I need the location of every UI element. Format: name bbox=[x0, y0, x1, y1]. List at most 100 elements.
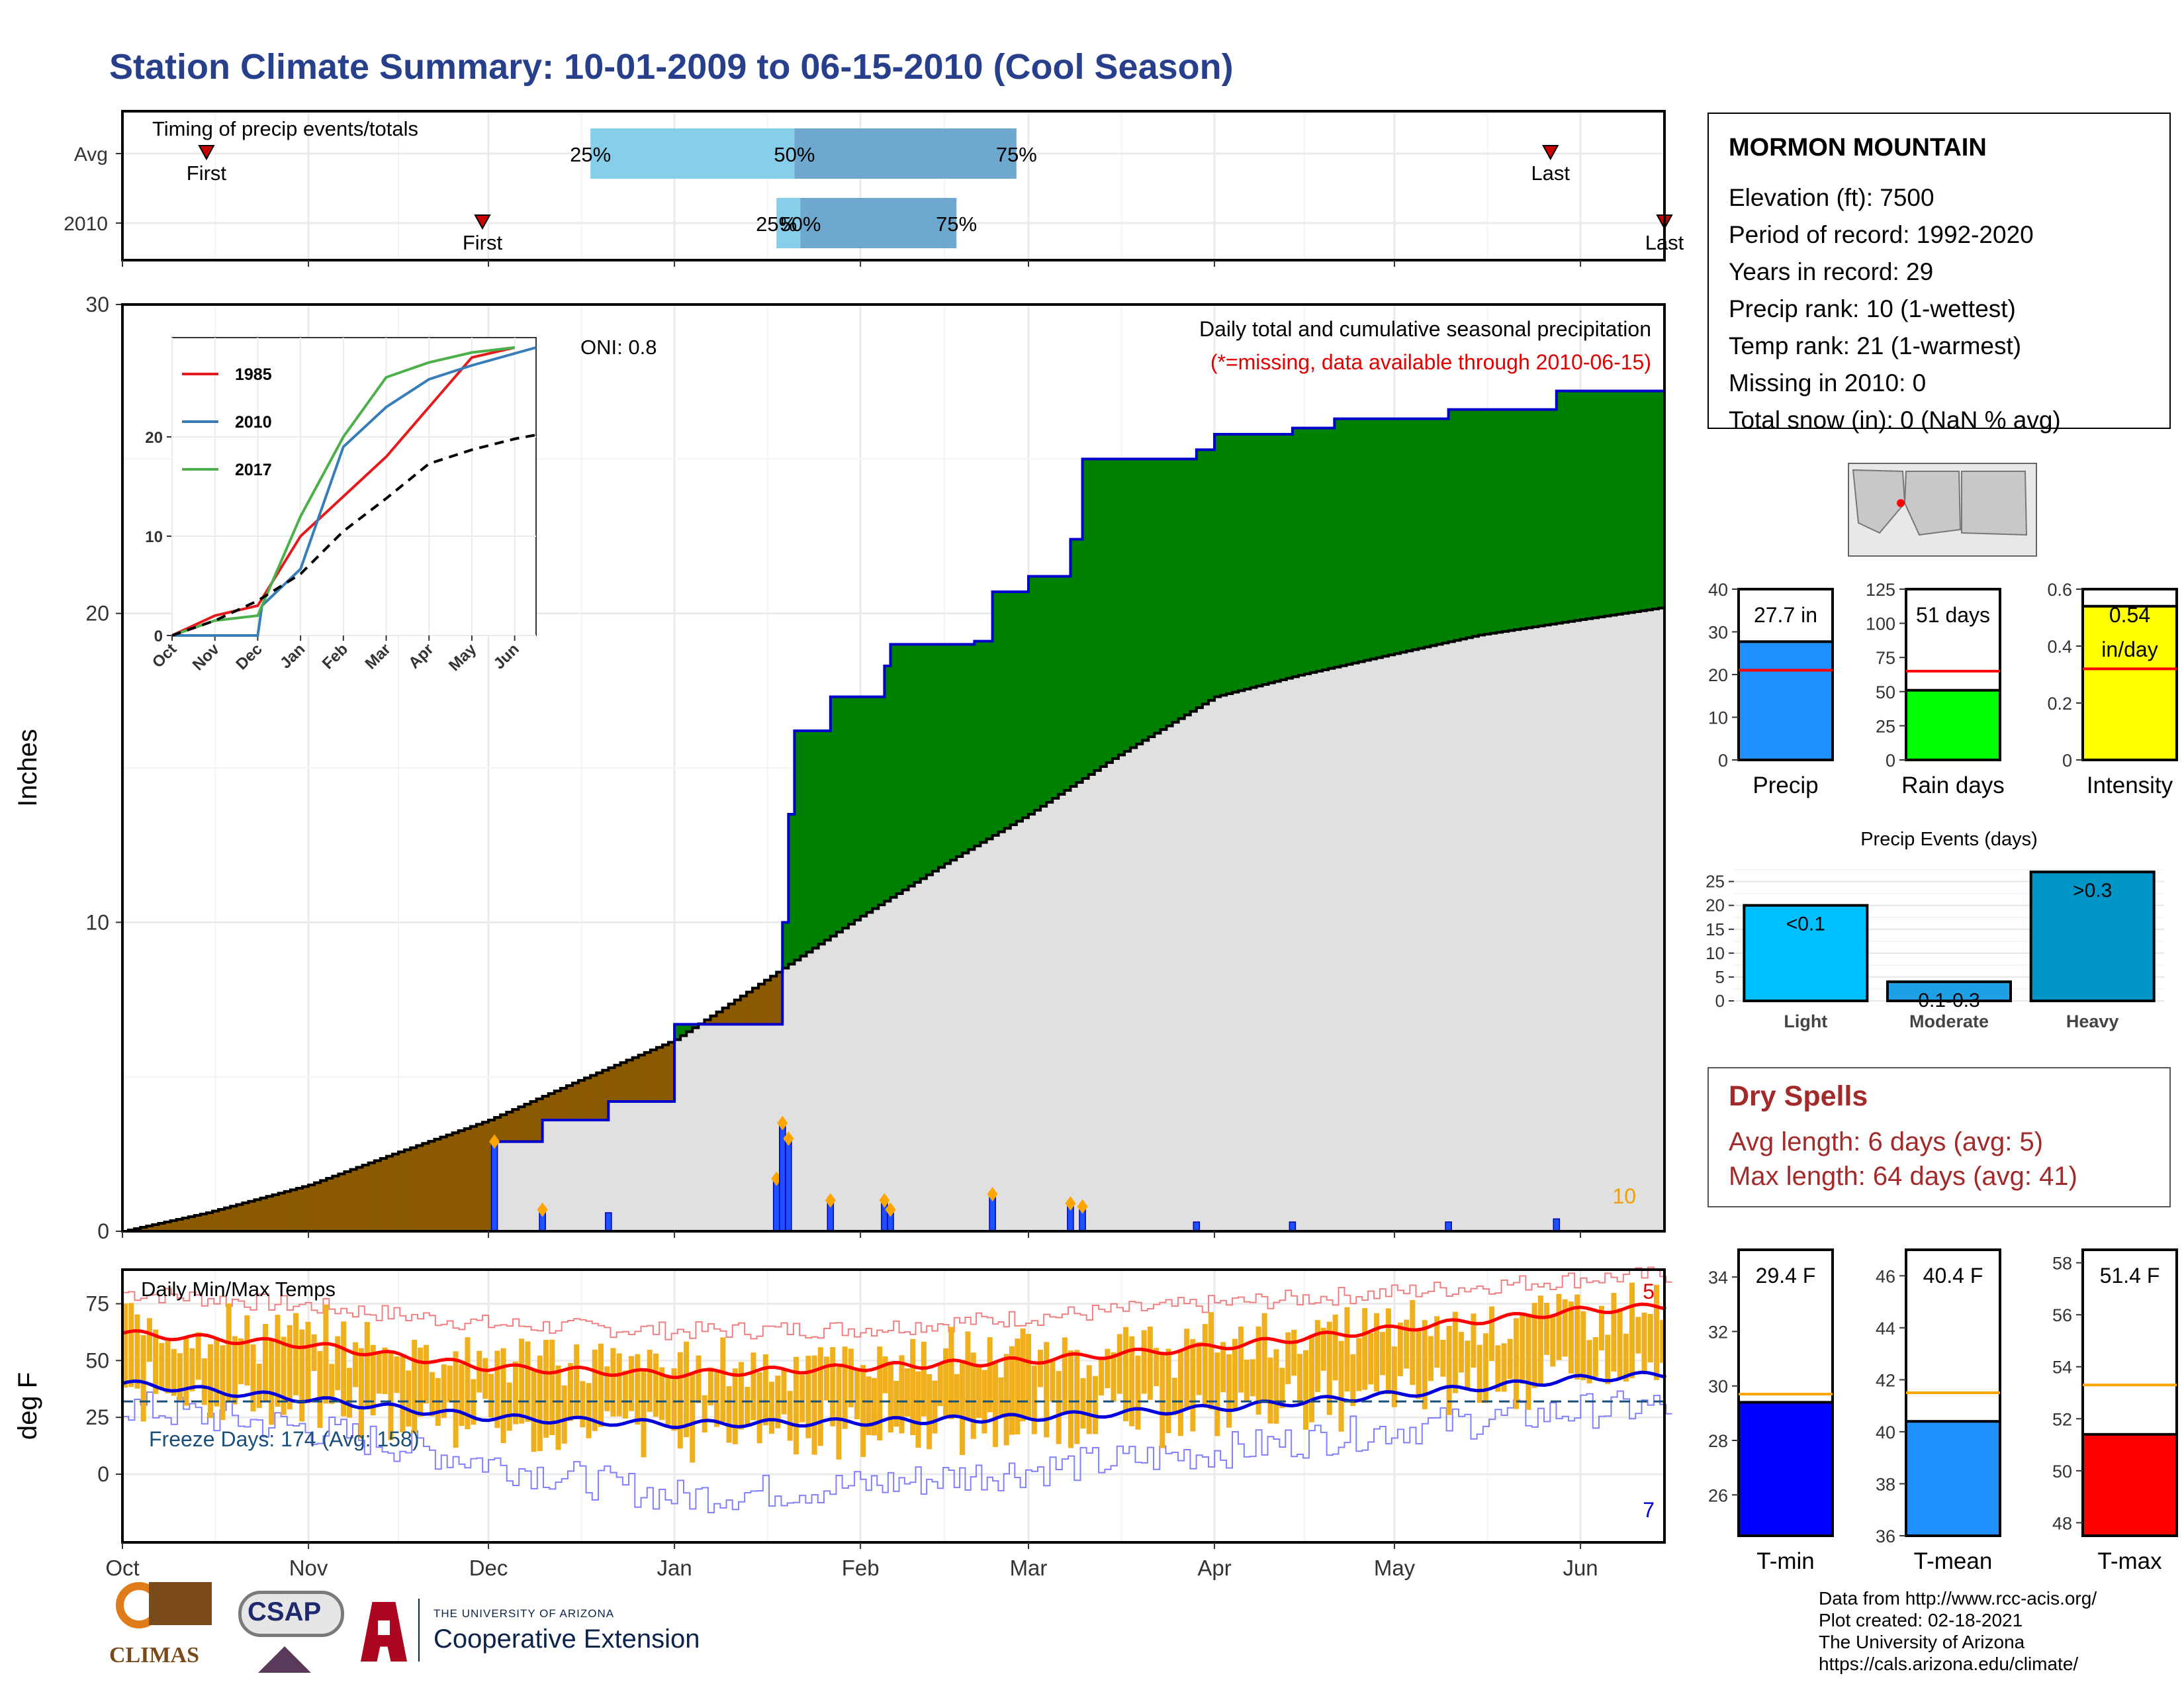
deficit-area bbox=[656, 1047, 663, 1102]
daily-temp-bar bbox=[1080, 1378, 1086, 1429]
inset-y-tick: 10 bbox=[145, 528, 163, 546]
deficit-area bbox=[248, 1201, 255, 1231]
deficit-area bbox=[314, 1182, 321, 1231]
total-y-tick: 44 bbox=[1876, 1319, 1895, 1338]
station-location-dot bbox=[1897, 499, 1905, 507]
surplus-area bbox=[1622, 391, 1629, 614]
daily-temp-bar bbox=[1404, 1319, 1410, 1369]
climas-logo: CLIMAS bbox=[109, 1582, 215, 1681]
deficit-area bbox=[614, 1065, 621, 1102]
surplus-area bbox=[1358, 418, 1365, 662]
surplus-area bbox=[824, 731, 831, 941]
deficit-area bbox=[350, 1169, 357, 1231]
deficit-area bbox=[398, 1152, 405, 1231]
daily-temp-bar bbox=[347, 1368, 353, 1418]
quantile-label: 75% bbox=[936, 212, 977, 236]
daily-temp-bar bbox=[805, 1356, 811, 1438]
daily-temp-bar bbox=[1617, 1308, 1623, 1378]
daily-temp-bar bbox=[1220, 1342, 1226, 1393]
surplus-area bbox=[1454, 409, 1461, 641]
daily-temp-bar bbox=[1050, 1360, 1056, 1402]
precip-frame bbox=[121, 303, 1666, 1233]
total-name-label: T-max bbox=[2097, 1548, 2162, 1574]
surplus-area bbox=[1112, 459, 1119, 759]
deficit-area bbox=[536, 1099, 543, 1142]
daily-temp-bar bbox=[1147, 1326, 1153, 1400]
timing-row-label: 2010 bbox=[64, 213, 108, 235]
deficit-area bbox=[392, 1154, 399, 1231]
surplus-area bbox=[1634, 391, 1641, 612]
heavy-event-dot bbox=[489, 1134, 500, 1149]
heavy-event-dot bbox=[825, 1193, 836, 1208]
daily-temp-bar bbox=[441, 1364, 447, 1419]
deficit-area bbox=[224, 1207, 231, 1231]
daily-temp-bar bbox=[400, 1356, 406, 1432]
total-y-tick: 75 bbox=[1876, 648, 1895, 668]
daily-temp-bar bbox=[1255, 1326, 1261, 1415]
daily-temp-bar bbox=[275, 1315, 281, 1407]
surplus-area bbox=[1106, 459, 1113, 763]
total-value-label: in/day bbox=[2101, 637, 2158, 661]
deficit-area bbox=[776, 972, 783, 1025]
total-y-tick: 56 bbox=[2052, 1305, 2072, 1325]
events-y-tick: 10 bbox=[1706, 943, 1725, 963]
total-y-tick: 0 bbox=[1718, 751, 1728, 771]
daily-precip-bar bbox=[605, 1212, 612, 1232]
precip-title: Daily total and cumulative seasonal prec… bbox=[1199, 317, 1651, 341]
daily-temp-bar bbox=[364, 1322, 370, 1410]
daily-temp-bar bbox=[412, 1339, 418, 1434]
surplus-area bbox=[1658, 391, 1665, 608]
daily-temp-bar bbox=[836, 1366, 842, 1460]
deficit-area bbox=[662, 1045, 669, 1102]
surplus-area bbox=[1406, 418, 1413, 651]
deficit-area bbox=[152, 1225, 159, 1231]
daily-temp-bar bbox=[921, 1341, 927, 1417]
total-y-tick: 28 bbox=[1708, 1431, 1728, 1451]
surplus-area bbox=[1490, 409, 1497, 633]
surplus-area bbox=[1604, 391, 1612, 616]
y-axis-title: Inches bbox=[13, 729, 42, 807]
deficit-area bbox=[188, 1217, 195, 1231]
deficit-area bbox=[266, 1196, 273, 1231]
total-value-label: 29.4 F bbox=[1756, 1264, 1816, 1288]
event-bar-label: >0.3 bbox=[2073, 880, 2112, 902]
temp-total-panel: 36 38 40 42 44 46 40.4 F T-mean bbox=[1876, 1248, 2001, 1574]
daily-temp-bar bbox=[1184, 1329, 1190, 1410]
daily-temp-bar bbox=[1092, 1376, 1098, 1434]
timing-event-label: First bbox=[463, 231, 503, 254]
deficit-area bbox=[596, 1072, 603, 1120]
total-y-tick: 40 bbox=[1708, 580, 1728, 600]
surplus-area bbox=[1190, 459, 1197, 712]
daily-temp-bar bbox=[854, 1368, 860, 1419]
surplus-area bbox=[884, 666, 891, 902]
surplus-area bbox=[1004, 592, 1011, 829]
deficit-area bbox=[644, 1052, 651, 1102]
x-tick-label: Apr bbox=[1197, 1556, 1231, 1580]
daily-temp-bar bbox=[1379, 1332, 1385, 1376]
daily-temp-bar bbox=[146, 1318, 152, 1362]
daily-temp-bar bbox=[910, 1338, 916, 1436]
surplus-area bbox=[1544, 409, 1551, 626]
timing-marker bbox=[198, 145, 215, 161]
surplus-area bbox=[1292, 428, 1299, 677]
daily-temp-bar bbox=[394, 1356, 400, 1393]
daily-temp-bar bbox=[1116, 1334, 1122, 1394]
daily-temp-bar bbox=[189, 1348, 195, 1391]
timing-bar-lower bbox=[776, 198, 801, 248]
timing-row-label: Avg bbox=[74, 144, 108, 165]
daily-temp-bar bbox=[465, 1337, 471, 1430]
daily-temp-bar bbox=[500, 1348, 506, 1444]
surplus-area bbox=[1040, 576, 1047, 806]
y-tick-label: 25 bbox=[85, 1405, 109, 1429]
surplus-area bbox=[1316, 428, 1323, 671]
daily-temp-bar bbox=[1537, 1295, 1543, 1385]
daily-precip-bar bbox=[785, 1138, 792, 1232]
daily-temp-bar bbox=[1660, 1319, 1666, 1363]
daily-temp-bar bbox=[1250, 1359, 1255, 1397]
surplus-area bbox=[686, 1024, 693, 1032]
daily-temp-bar bbox=[1525, 1313, 1531, 1410]
surplus-area bbox=[1382, 418, 1389, 657]
daily-temp-bar bbox=[1629, 1282, 1635, 1379]
deficit-area bbox=[590, 1075, 597, 1120]
